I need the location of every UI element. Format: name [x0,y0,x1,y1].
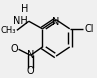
Text: H: H [21,4,28,14]
Text: N: N [52,17,60,27]
Text: CH₃: CH₃ [0,26,16,35]
Text: O: O [27,66,34,76]
Text: N: N [27,50,34,60]
Text: O: O [10,44,18,54]
Text: NH: NH [13,16,28,26]
Text: Cl: Cl [84,24,94,34]
